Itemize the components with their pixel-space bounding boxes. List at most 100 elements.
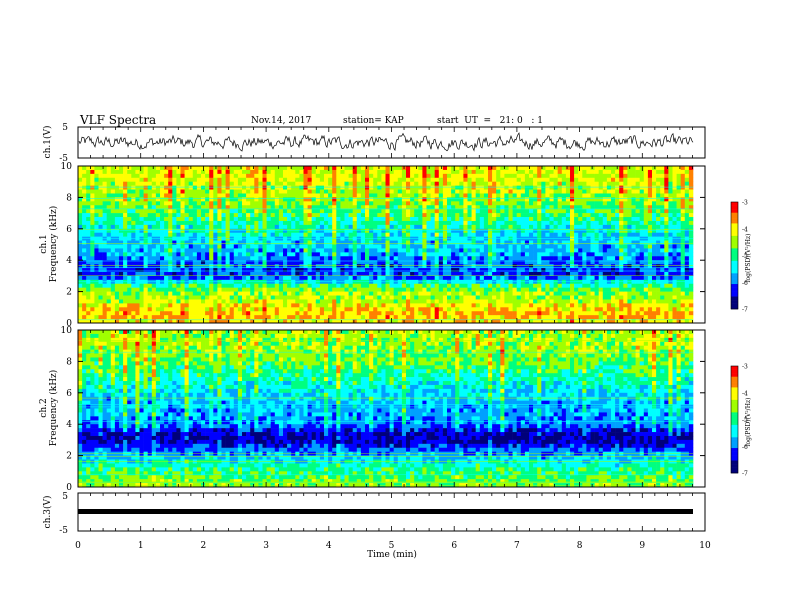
spectrogram-cell xyxy=(127,252,132,257)
spectrogram-cell xyxy=(512,248,517,253)
spectrogram-cell xyxy=(393,264,399,269)
spectrogram-cell xyxy=(508,275,513,281)
spectrogram-cell xyxy=(307,209,312,214)
spectrogram-cell xyxy=(578,228,583,234)
spectrogram-cell xyxy=(127,217,132,222)
spectrogram-cell xyxy=(570,264,575,269)
spectrogram-cell xyxy=(520,228,526,234)
spectrogram-cell xyxy=(586,209,591,214)
spectrogram-cell xyxy=(393,193,399,198)
spectrogram-cell xyxy=(123,166,128,171)
spectrogram-cell xyxy=(250,271,255,277)
spectrogram-cell xyxy=(143,271,148,277)
spectrogram-cell xyxy=(360,252,366,257)
spectrogram-cell xyxy=(274,224,280,230)
spectrogram-cell xyxy=(254,220,259,226)
spectrogram-cell xyxy=(90,256,95,261)
spectrogram-cell xyxy=(254,299,259,304)
spectrogram-cell xyxy=(143,232,148,237)
spectrogram-cell xyxy=(373,181,378,186)
spectrogram-cell xyxy=(254,213,259,218)
spectrogram-cell xyxy=(151,275,157,281)
spectrogram-cell xyxy=(213,295,218,300)
spectrogram-cell xyxy=(274,189,280,194)
spectrogram-cell xyxy=(315,173,321,179)
spectrogram-cell xyxy=(143,217,148,222)
spectrogram-cell xyxy=(455,197,460,202)
spectrogram-cell xyxy=(393,189,399,194)
spectrogram-cell xyxy=(340,260,345,265)
spectrogram-cell xyxy=(283,307,288,312)
spectrogram-cell xyxy=(106,213,112,218)
spectrogram-cell xyxy=(160,295,165,300)
spectrogram-cell xyxy=(229,169,235,175)
spectrogram-cell xyxy=(274,185,280,190)
spectrogram-cell xyxy=(385,185,390,190)
spectrogram-cell xyxy=(295,283,300,288)
spectrogram-cell xyxy=(221,287,226,292)
spectrogram-cell xyxy=(578,213,583,218)
spectrogram-cell xyxy=(348,166,353,171)
spectrogram-cell xyxy=(447,213,452,218)
spectrogram-cell xyxy=(520,169,526,175)
spectrogram-cell xyxy=(229,201,235,206)
spectrogram-cell xyxy=(160,213,165,218)
spectrogram-cell xyxy=(414,275,419,281)
spectrogram-cell xyxy=(233,291,239,296)
spectrogram-cell xyxy=(414,169,419,175)
spectrogram-cell xyxy=(377,311,382,316)
spectrogram-cell xyxy=(574,307,579,312)
spectrogram-cell xyxy=(467,244,472,249)
spectrogram-cell xyxy=(389,205,394,210)
spectrogram-cell xyxy=(123,177,128,182)
spectrogram-cell xyxy=(471,217,476,222)
spectrogram-cell xyxy=(78,311,83,316)
spectrogram-cell xyxy=(557,252,563,257)
spectrogram-cell xyxy=(385,268,390,273)
spectrogram-cell xyxy=(168,291,173,296)
spectrogram-cell xyxy=(434,232,440,237)
spectrogram-cell xyxy=(160,189,165,194)
spectrogram-cell xyxy=(447,240,452,245)
spectrogram-cell xyxy=(475,264,481,269)
spectrogram-cell xyxy=(483,307,489,312)
spectrogram-cell xyxy=(119,275,124,281)
spectrogram-cell xyxy=(119,166,124,171)
spectrogram-cell xyxy=(434,264,440,269)
spectrogram-cell xyxy=(356,189,362,194)
spectrogram-cell xyxy=(242,217,247,222)
spectrogram-cell xyxy=(82,275,87,281)
spectrogram-cell xyxy=(561,248,567,253)
spectrogram-cell xyxy=(504,256,509,261)
spectrogram-cell xyxy=(422,287,427,292)
spectrogram-cell xyxy=(471,283,476,288)
spectrogram-cell xyxy=(447,220,452,226)
spectrogram-cell xyxy=(529,275,534,281)
spectrogram-cell xyxy=(529,283,534,288)
spectrogram-cell xyxy=(131,307,136,312)
spectrogram-cell xyxy=(164,275,169,281)
spectrogram-cell xyxy=(561,311,567,316)
spectrogram-cell xyxy=(242,236,247,241)
spectrogram-cell xyxy=(582,217,587,222)
spectrogram-cell xyxy=(82,299,87,304)
spectrogram-cell xyxy=(479,232,485,237)
spectrogram-cell xyxy=(291,220,296,226)
spectrogram-cell xyxy=(360,217,366,222)
spectrogram-cell xyxy=(283,173,288,179)
spectrogram-cell xyxy=(250,217,255,222)
spectrogram-cell xyxy=(106,232,112,237)
spectrogram-cell xyxy=(143,197,148,202)
spectrogram-cell xyxy=(319,268,325,273)
spectrogram-cell xyxy=(233,193,239,198)
spectrogram-cell xyxy=(463,236,468,241)
spectrogram-cell xyxy=(143,252,148,257)
spectrogram-cell xyxy=(529,213,534,218)
spectrogram-cell xyxy=(291,260,296,265)
spectrogram-cell xyxy=(303,264,308,269)
spectrogram-cell xyxy=(455,252,460,257)
spectrogram-cell xyxy=(422,240,427,245)
spectrogram-cell xyxy=(459,268,464,273)
spectrogram-cell xyxy=(221,271,226,277)
spectrogram-cell xyxy=(553,220,558,226)
